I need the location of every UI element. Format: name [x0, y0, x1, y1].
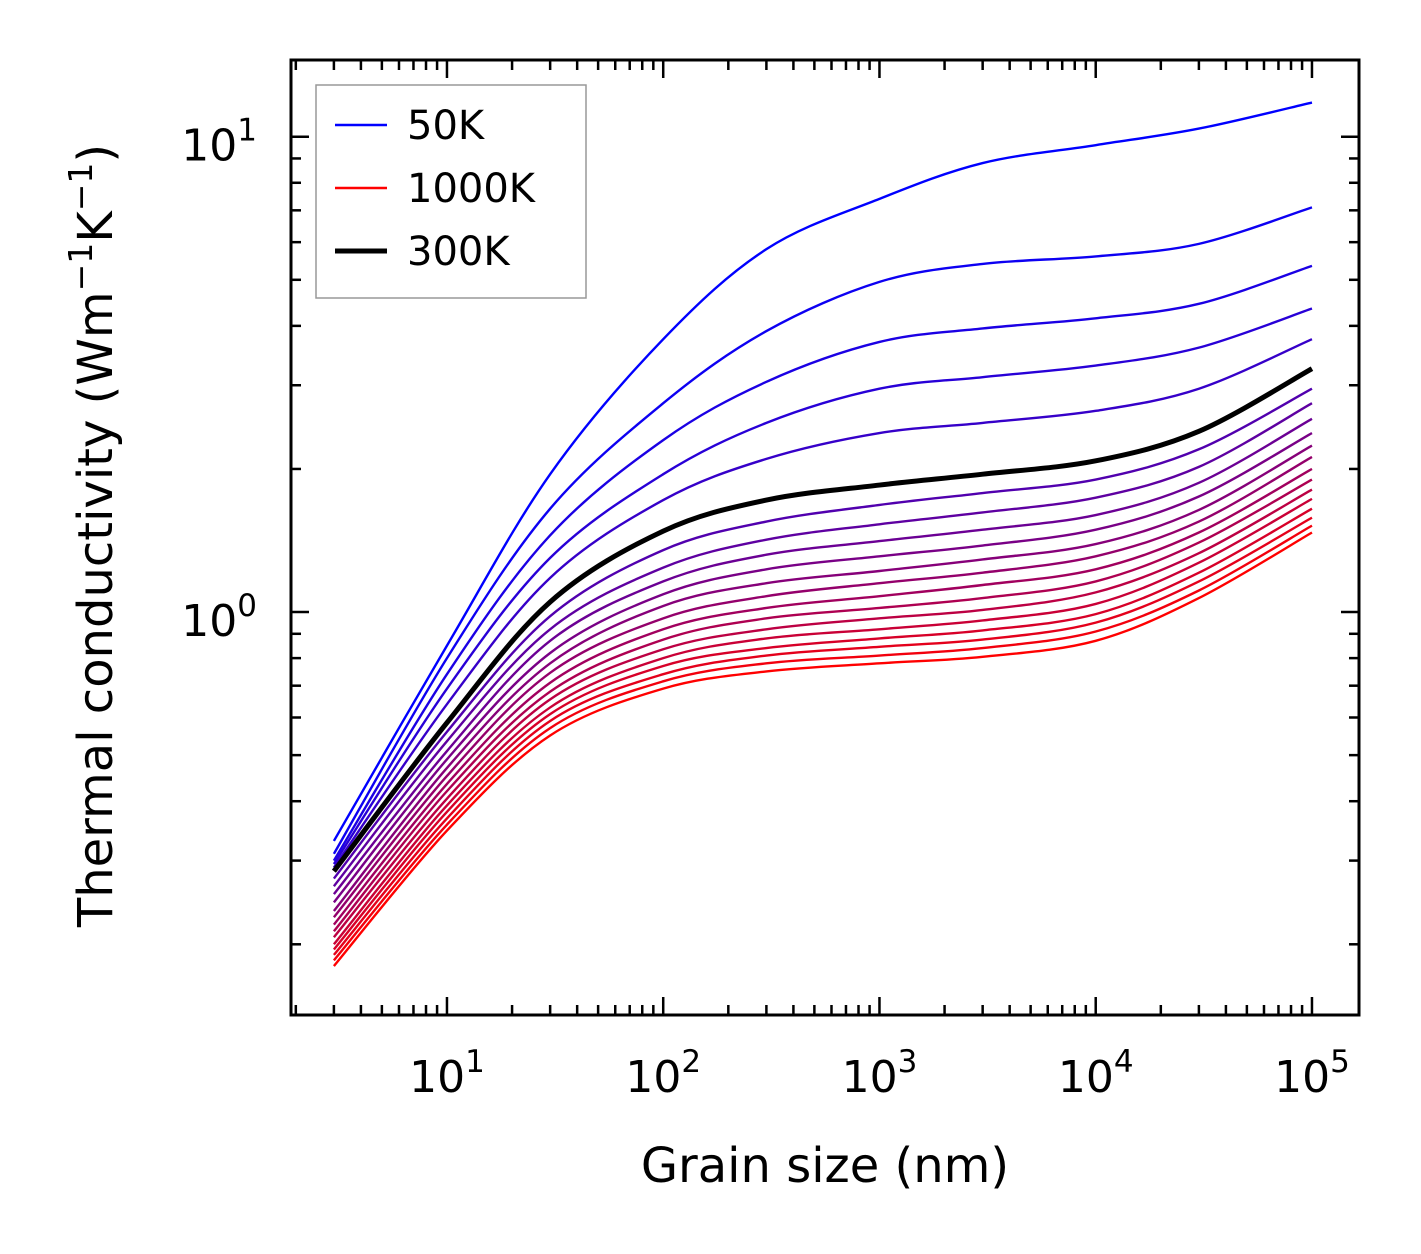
series-line-650K	[332, 467, 1313, 926]
legend-entry: 300K	[335, 229, 511, 275]
series-line-600K	[332, 455, 1313, 918]
series-line-250K	[332, 338, 1313, 869]
x-tick-labels: 101 102 103 104 105	[409, 1044, 1350, 1103]
series-line-200K	[332, 307, 1313, 865]
legend-box	[315, 84, 587, 299]
y-tick-label: 100	[181, 588, 257, 647]
series-line-50K	[332, 101, 1313, 842]
legend-label: 1000K	[407, 166, 537, 212]
plot-frame	[289, 58, 1361, 1017]
x-tick-label: 102	[625, 1044, 701, 1103]
x-tick-label: 105	[1274, 1044, 1350, 1103]
legend-entry: 1000K	[335, 166, 537, 212]
series-line-400K	[332, 402, 1313, 887]
x-axis-label: Grain size (nm)	[641, 1138, 1009, 1194]
legend-label: 50K	[407, 103, 486, 149]
series-line-800K	[332, 497, 1313, 946]
series-lines	[331, 101, 1314, 967]
x-tick-label: 104	[1058, 1044, 1134, 1103]
series-line-350K	[332, 387, 1313, 880]
series-line-450K	[332, 417, 1313, 895]
x-tick-label: 103	[842, 1044, 918, 1103]
series-line-100K	[332, 206, 1313, 855]
y-axis-label: Thermal conductivity (Wm−1K−1)	[61, 144, 124, 928]
legend-label: 300K	[407, 229, 511, 275]
series-line-550K	[332, 444, 1313, 912]
legend: 50K 1000K 300K	[315, 84, 587, 299]
y-tick-labels: 100 101	[181, 113, 257, 647]
series-line-1000K	[332, 531, 1313, 967]
series-line-850K	[332, 507, 1313, 951]
axis-ticks	[291, 60, 1359, 1015]
series-line-950K	[332, 524, 1313, 962]
series-line-150K	[332, 264, 1313, 862]
series-line-700K	[332, 478, 1313, 933]
series-line-900K	[332, 516, 1313, 956]
y-tick-label: 101	[181, 113, 257, 172]
series-line-750K	[332, 488, 1313, 938]
legend-entry: 50K	[335, 103, 486, 149]
series-line-300K	[331, 366, 1314, 873]
series-line-500K	[332, 431, 1313, 904]
x-tick-label: 101	[409, 1044, 485, 1103]
